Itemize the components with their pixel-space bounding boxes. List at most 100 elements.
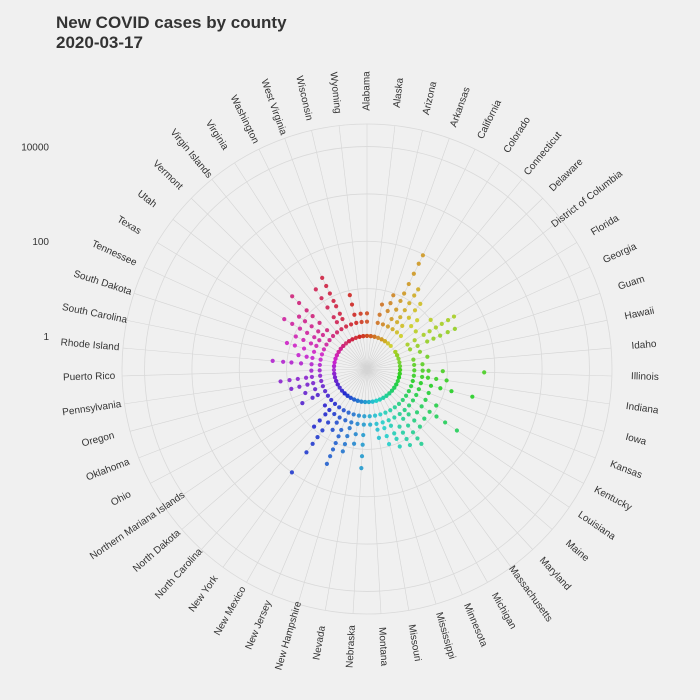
data-point xyxy=(392,415,397,420)
data-point xyxy=(390,327,395,332)
data-point xyxy=(412,362,417,368)
category-label: Colorado xyxy=(502,115,533,155)
radial-tick-label: 1 xyxy=(43,332,49,343)
spoke-line xyxy=(271,368,368,595)
data-point xyxy=(417,349,423,354)
data-point xyxy=(302,319,308,324)
category-label: Kansas xyxy=(608,459,643,481)
data-point xyxy=(397,371,402,376)
data-point xyxy=(331,315,336,320)
data-point xyxy=(407,301,412,306)
data-point xyxy=(304,308,309,313)
data-point xyxy=(415,318,420,323)
data-point xyxy=(278,379,283,384)
data-point xyxy=(412,418,417,423)
data-point xyxy=(350,337,355,342)
data-point xyxy=(438,333,443,338)
data-point xyxy=(354,320,359,325)
data-point xyxy=(324,461,329,466)
data-point xyxy=(315,434,320,440)
category-label: Louisiana xyxy=(576,509,618,542)
data-point xyxy=(327,291,332,296)
spoke-line xyxy=(366,368,612,377)
data-point xyxy=(330,447,336,452)
data-point xyxy=(317,320,322,325)
data-point xyxy=(326,420,331,425)
data-point xyxy=(425,339,430,344)
data-point xyxy=(321,347,327,352)
data-point xyxy=(398,298,403,304)
data-point xyxy=(309,368,314,373)
category-label: Delaware xyxy=(547,156,585,194)
spoke-line xyxy=(352,368,368,614)
data-point xyxy=(402,407,407,413)
spoke-line xyxy=(366,368,512,568)
grid-circle xyxy=(121,123,613,615)
spoke-line xyxy=(366,368,382,614)
data-point xyxy=(403,393,409,398)
data-point xyxy=(303,390,308,396)
data-point xyxy=(343,341,349,346)
data-point xyxy=(338,346,343,351)
data-point xyxy=(422,416,427,421)
data-point xyxy=(317,338,322,343)
data-point xyxy=(395,320,400,325)
data-point xyxy=(427,329,432,334)
data-point xyxy=(304,354,309,359)
data-point xyxy=(385,324,390,329)
data-point xyxy=(327,338,332,343)
data-point xyxy=(370,399,375,404)
data-point xyxy=(339,388,345,393)
data-point xyxy=(417,424,423,429)
data-point xyxy=(402,291,407,296)
grid-circle xyxy=(144,146,590,592)
data-point xyxy=(336,349,341,355)
spoke-line xyxy=(366,162,500,370)
data-point xyxy=(331,298,336,304)
data-point xyxy=(303,375,309,380)
category-label: Indiana xyxy=(625,401,659,417)
spoke-line xyxy=(150,368,368,484)
data-point xyxy=(401,416,406,421)
data-point xyxy=(444,378,449,383)
category-label: New Mexico xyxy=(212,584,249,637)
data-point xyxy=(332,401,338,406)
data-point xyxy=(418,381,423,386)
data-point xyxy=(334,330,340,335)
data-point xyxy=(328,454,333,459)
data-point xyxy=(394,353,400,358)
data-point xyxy=(410,378,415,384)
data-point xyxy=(376,435,382,440)
data-point xyxy=(406,388,411,394)
data-point xyxy=(406,281,411,287)
spoke-line xyxy=(172,219,368,370)
data-point xyxy=(381,395,386,400)
data-point xyxy=(389,388,395,393)
data-point xyxy=(377,397,382,402)
data-point xyxy=(313,387,318,392)
data-point xyxy=(412,308,418,313)
data-point xyxy=(331,364,337,369)
data-point xyxy=(324,328,330,333)
data-point xyxy=(406,315,411,320)
category-label: Texas xyxy=(115,214,143,237)
data-point xyxy=(374,398,379,403)
data-point xyxy=(318,357,323,362)
data-point xyxy=(312,335,317,340)
chart-title-line-1: New COVID cases by county xyxy=(56,13,287,32)
data-point xyxy=(320,428,325,433)
data-point xyxy=(329,397,334,403)
category-label: Guam xyxy=(617,274,646,293)
category-label: Pennsylvania xyxy=(62,399,123,418)
data-point xyxy=(367,414,372,419)
data-point xyxy=(319,352,325,357)
data-point xyxy=(282,317,287,322)
spoke-line xyxy=(366,368,570,508)
data-point xyxy=(395,378,400,384)
data-point xyxy=(400,430,406,435)
data-point xyxy=(406,423,411,428)
data-point xyxy=(305,382,310,387)
data-point xyxy=(284,340,290,346)
data-point xyxy=(298,361,304,366)
data-point xyxy=(305,330,310,335)
